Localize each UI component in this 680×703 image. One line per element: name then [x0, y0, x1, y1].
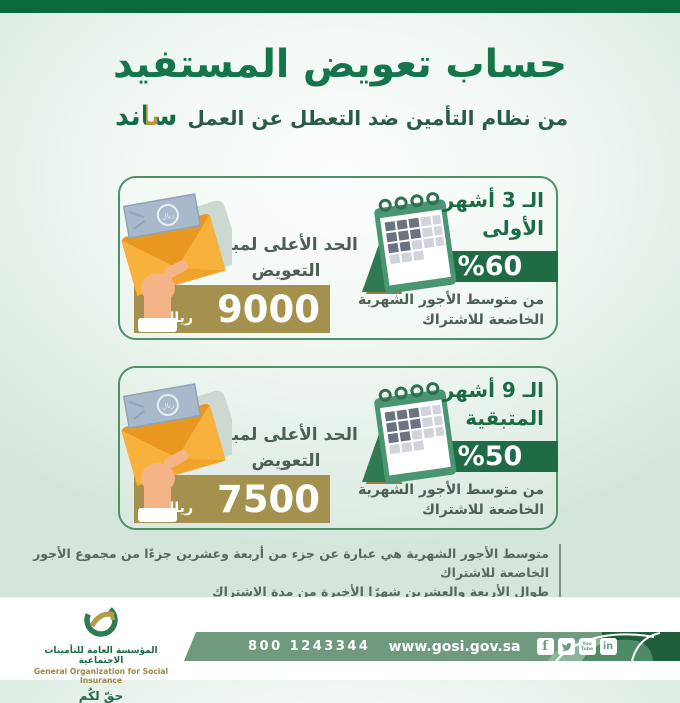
- calendar-icon: [360, 182, 460, 302]
- max-amount-label: الحد الأعلى لمبلغ التعويض: [214, 425, 358, 471]
- website-link[interactable]: www.gosi.gov.sa: [388, 638, 521, 655]
- max-amount-label: الحد الأعلى لمبلغ التعويض: [214, 235, 358, 281]
- phone-number: 800 1243344: [248, 639, 371, 654]
- gosi-logo-icon: [84, 603, 118, 637]
- org-slogan: حقّ لكُم: [78, 689, 124, 703]
- org-name-english: General Organization for Social Insuranc…: [33, 667, 169, 685]
- compensation-card-first-3-months: الـ 3 أشهر الأولى %60 من متوسط الأجور ال…: [118, 176, 558, 340]
- top-accent-bar: [0, 0, 680, 13]
- svg-text:ريال: ريال: [161, 401, 175, 411]
- org-name-arabic: المؤسسة العامة للتأمينات الاجتماعية: [44, 646, 158, 666]
- youtube-icon[interactable]: You Tube: [578, 638, 596, 655]
- header: حساب تعويض المستفيد من نظام التأمين ضد ا…: [0, 42, 680, 132]
- social-icons: f You Tube in: [536, 638, 617, 655]
- svg-text:ريال: ريال: [161, 211, 175, 221]
- leaf-decoration-icon: [520, 632, 680, 661]
- twitter-icon[interactable]: [557, 638, 575, 655]
- linkedin-icon[interactable]: in: [599, 638, 617, 655]
- calendar-icon: [360, 372, 460, 492]
- period-label: الـ 9 أشهر المتبقية: [442, 378, 544, 430]
- page-subtitle: من نظام التأمين ضد التعطل عن العمل ساند: [0, 101, 680, 132]
- subtitle-text: من نظام التأمين ضد التعطل عن العمل: [187, 106, 568, 130]
- gosi-logo-block: المؤسسة العامة للتأمينات الاجتماعية Gene…: [26, 599, 176, 703]
- amount-value: 7500: [217, 477, 320, 521]
- envelope-money-icon: ريال: [112, 182, 241, 338]
- percent-value: %60: [457, 251, 523, 282]
- page-title: حساب تعويض المستفيد: [112, 42, 568, 87]
- compensation-card-remaining-9-months: الـ 9 أشهر المتبقية %50 من متوسط الأجور …: [118, 366, 558, 530]
- wage-basis-note: من متوسط الأجور الشهرية الخاضعة للاشتراك: [358, 482, 544, 518]
- envelope-money-icon: ريال: [112, 372, 241, 528]
- wage-basis-note: من متوسط الأجور الشهرية الخاضعة للاشتراك: [358, 292, 544, 328]
- footer: المؤسسة العامة للتأمينات الاجتماعية Gene…: [0, 597, 680, 703]
- period-label: الـ 3 أشهر الأولى: [442, 188, 544, 240]
- amount-value: 9000: [217, 287, 320, 331]
- footer-contact-bar: 800 1243344 www.gosi.gov.sa f You Tube in: [184, 632, 680, 661]
- wage-definition-footnote: متوسط الأجور الشهرية هي عبارة عن جزء من …: [0, 544, 561, 601]
- percent-value: %50: [457, 441, 523, 472]
- facebook-icon[interactable]: f: [536, 638, 554, 655]
- saned-brand-logo: ساند: [112, 101, 180, 132]
